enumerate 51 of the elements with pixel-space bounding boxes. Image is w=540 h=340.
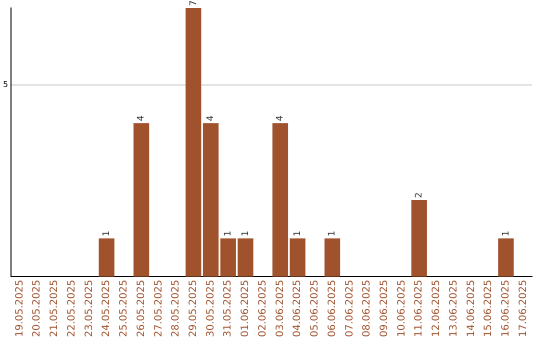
x-tick-label: 01.06.2025 — [240, 280, 252, 338]
bar — [324, 238, 340, 277]
x-tick-label: 29.05.2025 — [188, 280, 199, 338]
x-tick-label: 08.06.2025 — [362, 280, 373, 338]
bar — [134, 123, 150, 277]
data-label: 1 — [501, 230, 512, 236]
x-tick-label: 10.06.2025 — [396, 280, 408, 338]
x-tick-label: 22.05.2025 — [66, 280, 78, 338]
x-tick-label: 17.06.2025 — [518, 280, 529, 338]
data-label: 1 — [223, 230, 234, 236]
data-label: 1 — [328, 230, 338, 236]
x-tick-label: 04.06.2025 — [292, 280, 304, 338]
x-tick-label: 16.06.2025 — [500, 280, 512, 338]
x-tick-label: 11.06.2025 — [414, 280, 425, 338]
x-tick-label: 13.06.2025 — [448, 280, 460, 338]
x-tick-label: 26.05.2025 — [136, 280, 147, 338]
bar — [98, 238, 114, 277]
data-label: 1 — [102, 230, 112, 236]
data-label: 2 — [414, 192, 424, 198]
bar — [272, 123, 288, 277]
x-tick-label: 12.06.2025 — [431, 280, 442, 338]
bar — [186, 8, 202, 277]
x-tick-label: 28.05.2025 — [170, 280, 182, 338]
x-tick-label: 03.06.2025 — [274, 280, 286, 338]
data-label: 4 — [206, 115, 216, 122]
x-tick-label: 27.05.2025 — [153, 280, 164, 338]
data-label: 4 — [276, 115, 286, 122]
x-tick-label: 21.05.2025 — [49, 280, 60, 338]
x-tick-label: 25.05.2025 — [118, 280, 130, 338]
x-tick-label: 19.05.2025 — [14, 280, 26, 338]
x-tick-label: 20.05.2025 — [32, 280, 43, 338]
bar — [202, 123, 219, 277]
data-label: 7 — [188, 0, 199, 6]
x-tick-label: 09.06.2025 — [379, 280, 390, 338]
x-tick-label: 07.06.2025 — [344, 280, 356, 338]
data-label: 4 — [136, 115, 147, 122]
x-tick-label: 06.06.2025 — [326, 280, 338, 338]
x-tick-label: 23.05.2025 — [84, 280, 95, 338]
x-tick-label: 24.05.2025 — [101, 280, 112, 338]
x-tick-label: 15.06.2025 — [483, 280, 494, 338]
bar — [498, 238, 514, 277]
x-tick-label: 02.06.2025 — [257, 280, 268, 338]
x-tick-label: 30.05.2025 — [205, 280, 216, 338]
x-tick-label: 05.06.2025 — [310, 280, 321, 338]
data-label: 1 — [292, 230, 303, 236]
bar — [290, 238, 306, 277]
bar — [411, 200, 427, 277]
y-tick-label: 5 — [2, 80, 8, 89]
data-label: 1 — [240, 230, 251, 236]
x-tick-label: 14.06.2025 — [466, 280, 477, 338]
x-tick-label: 31.05.2025 — [222, 280, 234, 338]
